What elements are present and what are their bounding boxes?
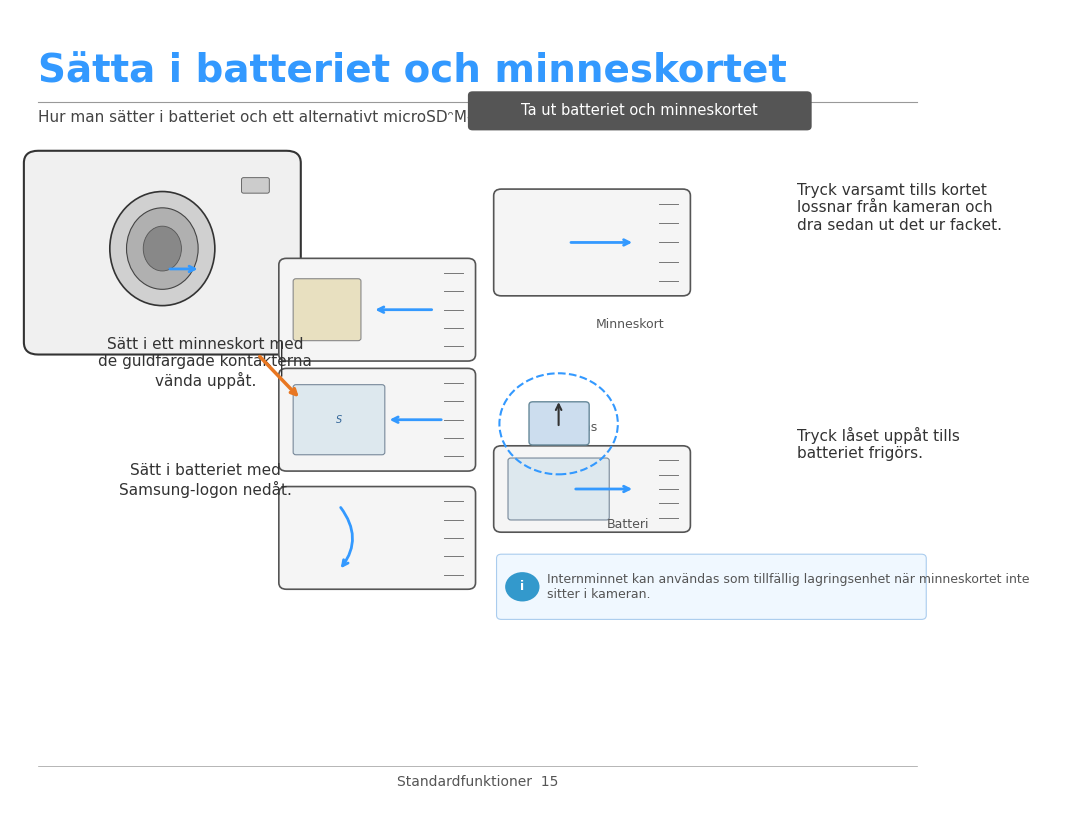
Text: Sätta i batteriet och minneskortet: Sätta i batteriet och minneskortet	[38, 53, 787, 91]
FancyBboxPatch shape	[468, 91, 812, 130]
Text: Sätt i ett minneskort med
de guldfärgade kontakterna
vända uppåt.: Sätt i ett minneskort med de guldfärgade…	[98, 337, 312, 389]
Text: Batteri: Batteri	[607, 518, 649, 531]
Text: Tryck låset uppåt tills
batteriet frigörs.: Tryck låset uppåt tills batteriet frigör…	[797, 427, 960, 461]
Ellipse shape	[144, 227, 181, 271]
Text: Tryck varsamt tills kortet
lossnar från kameran och
dra sedan ut det ur facket.: Tryck varsamt tills kortet lossnar från …	[797, 183, 1002, 233]
FancyBboxPatch shape	[242, 178, 269, 193]
Text: Minneskort: Minneskort	[596, 318, 664, 331]
Ellipse shape	[110, 192, 215, 306]
Text: Ta ut batteriet och minneskortet: Ta ut batteriet och minneskortet	[522, 104, 758, 118]
FancyBboxPatch shape	[494, 446, 690, 532]
FancyBboxPatch shape	[279, 487, 475, 589]
FancyBboxPatch shape	[279, 258, 475, 361]
Text: Standardfunktioner  15: Standardfunktioner 15	[396, 775, 558, 790]
FancyBboxPatch shape	[24, 151, 301, 355]
Ellipse shape	[126, 208, 198, 289]
FancyBboxPatch shape	[293, 385, 384, 455]
FancyBboxPatch shape	[494, 189, 690, 296]
Text: Internminnet kan användas som tillfällig lagringsenhet när minneskortet inte
sit: Internminnet kan användas som tillfällig…	[548, 573, 1029, 601]
FancyBboxPatch shape	[508, 458, 609, 520]
FancyBboxPatch shape	[279, 368, 475, 471]
Circle shape	[505, 572, 540, 601]
Text: Hur man sätter i batteriet och ett alternativt microSDᵔM-minneskort i kameran.: Hur man sätter i batteriet och ett alter…	[38, 110, 646, 125]
FancyBboxPatch shape	[497, 554, 927, 619]
Text: Batterilås: Batterilås	[538, 421, 598, 434]
FancyBboxPatch shape	[293, 279, 361, 341]
Text: i: i	[521, 580, 525, 593]
Text: Sätt i batteriet med
Samsung-logon nedåt.: Sätt i batteriet med Samsung-logon nedåt…	[119, 464, 292, 498]
Text: S: S	[336, 415, 342, 425]
FancyBboxPatch shape	[529, 402, 590, 445]
